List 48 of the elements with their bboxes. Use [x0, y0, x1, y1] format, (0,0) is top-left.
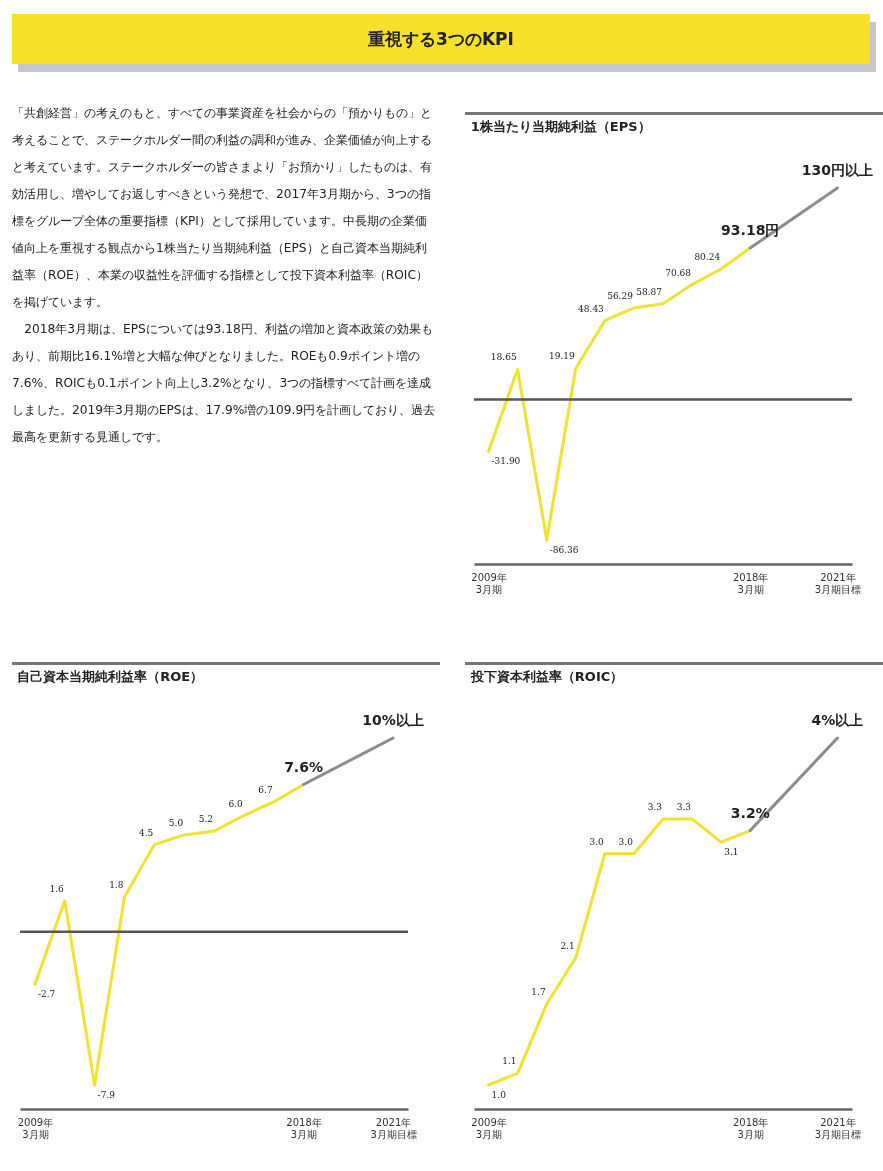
data-label: 19.19 [549, 351, 576, 362]
data-label: 93.18円 [721, 221, 780, 238]
data-label: 4.5 [138, 827, 154, 838]
data-label: 3.3 [676, 801, 692, 812]
data-label: 58.87 [636, 286, 663, 297]
data-label: 3.3 [647, 801, 663, 812]
data-label: 7.6% [284, 758, 323, 775]
data-label: 1.8 [109, 879, 124, 890]
data-label: 3.0 [618, 836, 634, 847]
data-label: 6.0 [228, 798, 244, 809]
data-label: -31.90 [491, 456, 521, 467]
chart-title: 自己資本当期純利益率（ROE） [17, 669, 204, 684]
x-tick-label: 2009年 3月期 [471, 571, 507, 595]
data-label: 5.2 [198, 814, 213, 825]
data-label: 18.65 [490, 352, 517, 363]
chart-title: 1株当たり当期純利益（EPS） [470, 119, 651, 134]
x-tick-label: 2009年 3月期 [17, 1116, 54, 1140]
x-tick-label: 2021年 3月期目標 [370, 1116, 417, 1140]
x-tick-label: 2021年 3月期目標 [814, 1116, 862, 1140]
data-label: -86.36 [549, 545, 579, 555]
data-label: 4%以上 [811, 712, 864, 728]
data-label: -7.9 [97, 1090, 116, 1100]
chart-title: 投下資本利益率（ROIC） [469, 669, 624, 684]
data-label: 70.68 [665, 267, 692, 278]
data-label: 56.29 [607, 290, 634, 301]
data-label: 1.1 [502, 1056, 517, 1067]
data-label: -2.7 [37, 989, 56, 1000]
x-tick-label: 2009年 3月期 [471, 1116, 507, 1140]
data-label: 10%以上 [362, 712, 424, 728]
data-label: 1.0 [491, 1090, 507, 1100]
data-label: 48.43 [578, 303, 605, 314]
text: 「共創経営」の考えのもと、すべての事業資産を社会からの「預かりもの」と考えることで、ステークホルダー間の利益の調和が進み、企業価値が向上すると考えています。ステークホルダーの皆さまより「お預かり」したものは、有効活用し、増やしてお返しすべきという発想で、2017年3月期から、3つの指標をグループ全体の重要指標（KPI）として採用しています。中長期の企業価値向上を重視する観点から1株当たり当期純利益（EPS）と自己資本当期純利益率（ROE）、本業の収益性を評価する指標として投下資本利益率（ROIC）を掲げています。 [12, 105, 433, 311]
data-label: 1.7 [531, 987, 546, 998]
text: 重視する3つのKPI [12, 14, 870, 64]
data-label: 3.1 [724, 847, 739, 858]
data-label: 2.1 [560, 940, 575, 951]
data-label: 1.6 [49, 883, 65, 894]
x-tick-label: 2018年 3月期 [733, 571, 769, 595]
x-tick-label: 2021年 3月期目標 [814, 571, 862, 595]
data-label: 130円以上 [801, 162, 874, 178]
text: 2018年3月期は、EPSについては93.18円、利益の増加と資本政策の効果もあり、前期比16.1%増と大幅な伸びとなりました。ROEも0.9ポイント増の7.6%、ROICも0.1ポイント向上し3.2%となり、3つの指標すべて計画を達成しました。2019年3月期のEPSは、17.9%増の109.9円を計画しており、過去最高を更新する見通しです。 [12, 321, 437, 446]
data-label: 6.7 [258, 784, 273, 795]
x-tick-label: 2018年 3月期 [733, 1116, 769, 1140]
data-label: 3.0 [589, 836, 605, 847]
data-label: 5.0 [168, 817, 184, 828]
data-label: 3.2% [730, 804, 770, 821]
x-tick-label: 2018年 3月期 [286, 1116, 322, 1140]
data-label: 80.24 [694, 251, 721, 262]
